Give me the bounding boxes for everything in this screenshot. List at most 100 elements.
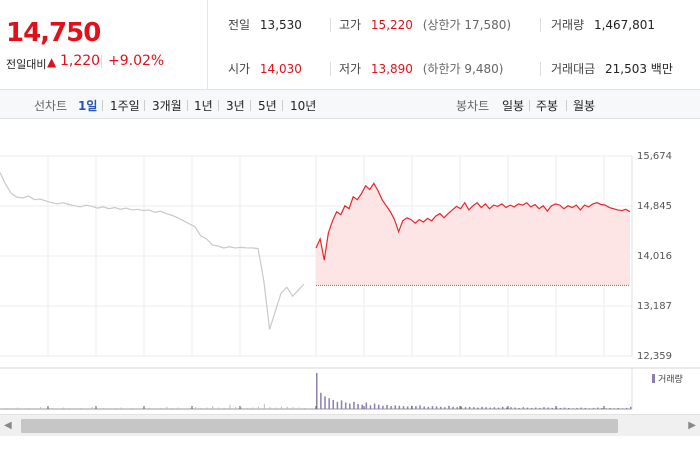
divider	[529, 100, 530, 111]
volume-bar	[126, 408, 128, 409]
period-3m[interactable]: 3개월	[152, 99, 182, 113]
volume-bar	[377, 404, 380, 409]
prev-close-cell: 전일 13,530	[228, 16, 302, 36]
divider	[566, 100, 567, 111]
divider	[187, 100, 188, 111]
price-box: 14,750 전일대비 ▲ 1,220 +9.02%	[0, 0, 208, 90]
volume-bar	[485, 407, 487, 409]
volume-bar	[588, 408, 591, 409]
volume-bar	[320, 392, 322, 409]
period-1y[interactable]: 1년	[194, 99, 213, 113]
volume-bar	[275, 407, 277, 409]
volume-bar	[506, 407, 508, 409]
volume-bar	[40, 407, 42, 409]
volume-bar	[223, 407, 225, 409]
divider	[282, 100, 283, 111]
volume-bar	[526, 407, 529, 409]
volume-bar	[357, 403, 359, 409]
volume-bar	[613, 408, 615, 409]
line-chart-label: 선차트	[34, 99, 68, 113]
volume-bar	[361, 404, 363, 409]
volume-bar	[580, 407, 582, 409]
volume-bar	[344, 402, 347, 409]
volume-bar	[419, 405, 421, 409]
current-price: 14,750	[6, 18, 101, 48]
amount-label: 거래대금	[551, 62, 596, 76]
volume-bar	[547, 407, 549, 409]
volume-bar	[568, 407, 570, 409]
chart-scrollbar[interactable]: ◀ ▶	[0, 414, 700, 436]
volume-bar	[477, 407, 479, 409]
volume-bar	[328, 398, 330, 409]
volume-bar	[57, 408, 59, 409]
volume-legend-swatch	[652, 374, 655, 383]
volume-bar	[596, 407, 599, 409]
prev-close-label: 전일	[228, 18, 251, 32]
volume-bar	[258, 406, 260, 409]
low-cell: 저가 13,890 (하한가 9,480)	[339, 60, 503, 80]
scroll-right-icon[interactable]: ▶	[688, 420, 696, 431]
divider	[330, 62, 331, 76]
volume-bar	[543, 407, 545, 409]
divider	[330, 18, 331, 32]
volume-bar	[601, 407, 603, 409]
divider	[218, 100, 219, 111]
divider	[250, 100, 251, 111]
volume-bar	[522, 407, 525, 409]
volume-bar	[497, 407, 500, 409]
period-3y[interactable]: 3년	[226, 99, 245, 113]
volume-bar	[439, 406, 442, 409]
volume-bar	[229, 404, 231, 409]
volume-bar	[324, 396, 326, 409]
volume-bar	[464, 407, 467, 409]
chart-svg: 15,674 14,845 14,016 13,187 12,359 거래량	[0, 151, 700, 410]
volume-bar	[444, 407, 446, 409]
scroll-thumb[interactable]	[21, 419, 618, 433]
volume-bar	[340, 400, 343, 409]
volume-bar	[154, 408, 156, 409]
volume-legend-label: 거래량	[658, 373, 683, 385]
price-chart[interactable]: 15,674 14,845 14,016 13,187 12,359 거래량	[0, 120, 700, 410]
divider	[144, 100, 145, 111]
volume-bar	[423, 406, 425, 409]
volume-bar	[402, 406, 405, 409]
volume-bar	[200, 407, 202, 409]
divider	[102, 100, 103, 111]
up-arrow-icon: ▲	[47, 55, 57, 69]
today-price-line	[315, 182, 631, 261]
volume-bar	[137, 408, 139, 409]
scroll-left-icon[interactable]: ◀	[4, 420, 12, 431]
y-tick-label: 14,845	[637, 201, 672, 212]
volume-bar	[349, 403, 351, 409]
candle-weekly[interactable]: 주봉	[536, 99, 559, 113]
candle-chart-label: 봉차트	[456, 99, 490, 113]
divider	[540, 18, 541, 32]
period-5y[interactable]: 5년	[258, 99, 277, 113]
y-tick-label: 13,187	[637, 301, 672, 312]
change-value: 1,220	[60, 53, 101, 69]
volume-bar	[394, 405, 396, 409]
volume-bar	[263, 403, 265, 409]
volume-bar	[563, 407, 566, 409]
y-axis-ticks: 15,674 14,845 14,016 13,187 12,359	[637, 151, 672, 362]
period-10y[interactable]: 10년	[290, 99, 317, 113]
candle-daily[interactable]: 일봉	[502, 99, 525, 113]
volume-bar	[22, 408, 24, 409]
volume-bar	[86, 408, 88, 409]
volume-bar	[365, 402, 368, 409]
volume-legend: 거래량	[652, 373, 683, 385]
candle-monthly[interactable]: 월봉	[573, 99, 596, 113]
volume-bar	[621, 408, 624, 409]
volume-bar	[292, 407, 294, 409]
volume-bar	[501, 406, 504, 409]
period-1w[interactable]: 1주일	[110, 99, 140, 113]
volume-bar	[510, 407, 512, 409]
high-cell: 고가 15,220 (상한가 17,580)	[339, 16, 511, 36]
volume-bar	[630, 406, 632, 409]
volume-bar	[28, 407, 30, 409]
lower-limit: (하한가 9,480)	[422, 62, 504, 76]
open-cell: 시가 14,030	[228, 60, 302, 80]
period-1d[interactable]: 1일	[78, 99, 98, 113]
volume-bar	[460, 406, 463, 409]
volume-bar	[195, 407, 197, 409]
